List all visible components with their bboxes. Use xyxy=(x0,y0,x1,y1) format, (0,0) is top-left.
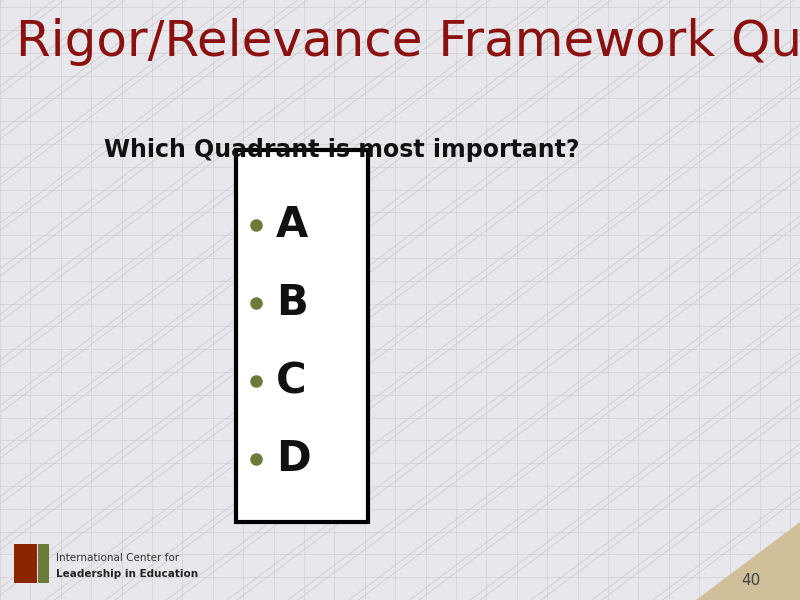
Text: B: B xyxy=(276,282,308,324)
Text: D: D xyxy=(276,438,310,480)
Text: Which Quadrant is most important?: Which Quadrant is most important? xyxy=(104,138,579,162)
Text: Rigor/Relevance Framework Quiz: Rigor/Relevance Framework Quiz xyxy=(16,18,800,66)
Bar xyxy=(236,150,368,522)
Text: 40: 40 xyxy=(741,573,760,588)
Text: C: C xyxy=(276,360,306,402)
Polygon shape xyxy=(696,522,800,600)
Bar xyxy=(38,544,49,583)
Text: Leadership in Education: Leadership in Education xyxy=(56,569,198,579)
Text: A: A xyxy=(276,204,308,246)
Text: International Center for: International Center for xyxy=(56,553,179,563)
Bar xyxy=(14,544,37,583)
